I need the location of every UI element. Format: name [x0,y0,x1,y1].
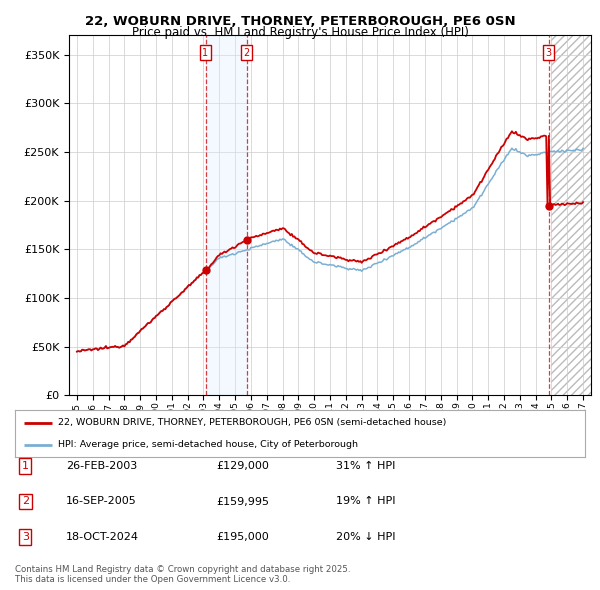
Text: 3: 3 [545,48,551,58]
Text: 22, WOBURN DRIVE, THORNEY, PETERBOROUGH, PE6 0SN (semi-detached house): 22, WOBURN DRIVE, THORNEY, PETERBOROUGH,… [58,418,446,427]
Text: 16-SEP-2005: 16-SEP-2005 [66,497,137,506]
Bar [206,35,247,395]
Text: 18-OCT-2024: 18-OCT-2024 [66,532,139,542]
Text: £129,000: £129,000 [216,461,269,471]
Text: 3: 3 [22,532,29,542]
Text: £195,000: £195,000 [216,532,269,542]
Text: 2: 2 [243,48,250,58]
Text: 1: 1 [202,48,208,58]
Text: Contains HM Land Registry data © Crown copyright and database right 2025.
This d: Contains HM Land Registry data © Crown c… [15,565,350,584]
Text: £159,995: £159,995 [216,497,269,506]
Text: 26-FEB-2003: 26-FEB-2003 [66,461,137,471]
Text: 22, WOBURN DRIVE, THORNEY, PETERBOROUGH, PE6 0SN: 22, WOBURN DRIVE, THORNEY, PETERBOROUGH,… [85,15,515,28]
Text: 31% ↑ HPI: 31% ↑ HPI [336,461,395,471]
Text: HPI: Average price, semi-detached house, City of Peterborough: HPI: Average price, semi-detached house,… [58,440,358,449]
Bar [551,35,591,395]
Text: Price paid vs. HM Land Registry's House Price Index (HPI): Price paid vs. HM Land Registry's House … [131,26,469,39]
Text: 20% ↓ HPI: 20% ↓ HPI [336,532,395,542]
Text: 2: 2 [22,497,29,506]
Text: 19% ↑ HPI: 19% ↑ HPI [336,497,395,506]
Text: 1: 1 [22,461,29,471]
